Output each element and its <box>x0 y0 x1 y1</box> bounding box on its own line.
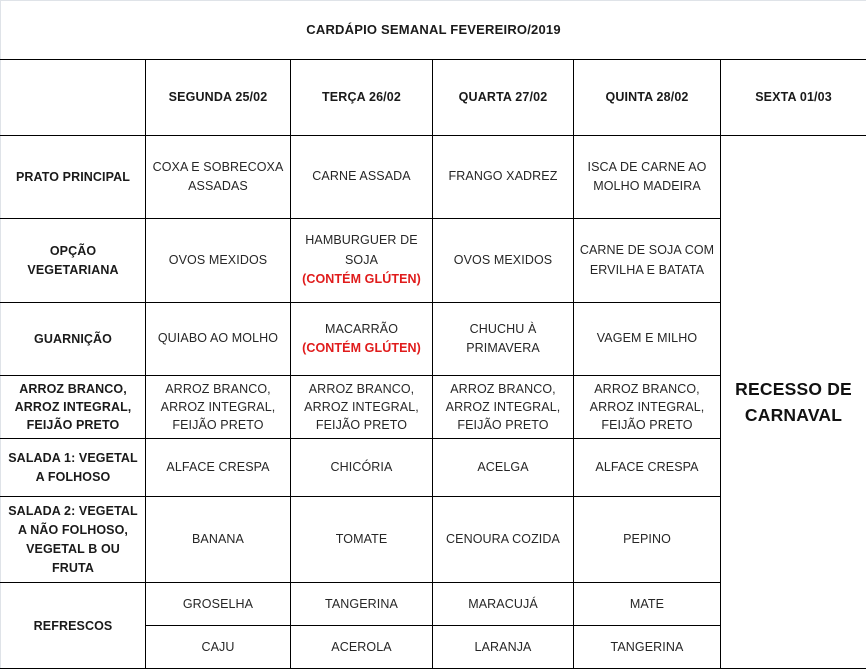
cell-text: HAMBURGUER DE SOJA <box>296 231 427 270</box>
row-label-refrescos: REFRESCOS <box>1 583 146 669</box>
cell-recesso-de-carnaval: RECESSO DE CARNAVAL <box>721 136 866 669</box>
header-row: SEGUNDA 25/02 TERÇA 26/02 QUARTA 27/02 Q… <box>1 60 866 136</box>
cell-prato-principal-quinta: ISCA DE CARNE AO MOLHO MADEIRA <box>574 136 721 219</box>
cell-arroz-feijao-segunda: ARROZ BRANCO, ARROZ INTEGRAL, FEIJÃO PRE… <box>146 376 291 439</box>
cell-salada-2-segunda: BANANA <box>146 497 291 583</box>
column-header-quinta: QUINTA 28/02 <box>574 60 721 136</box>
cell-arroz-feijao-quarta: ARROZ BRANCO, ARROZ INTEGRAL, FEIJÃO PRE… <box>433 376 574 439</box>
cell-prato-principal-quarta: FRANGO XADREZ <box>433 136 574 219</box>
gluten-warning: (CONTÉM GLÚTEN) <box>296 270 427 289</box>
cell-text: MACARRÃO <box>296 320 427 339</box>
menu-sheet: CARDÁPIO SEMANAL FEVEREIRO/2019 SEGUNDA … <box>0 0 866 651</box>
cell-opcao-vegetariana-quinta: CARNE DE SOJA COM ERVILHA E BATATA <box>574 219 721 303</box>
cell-text: CHUCHU À PRIMAVERA <box>438 320 568 359</box>
row-label-salada-1: SALADA 1: VEGETAL A FOLHOSO <box>1 439 146 497</box>
cell-salada-1-quinta: ALFACE CRESPA <box>574 439 721 497</box>
cell-guarnicao-segunda: QUIABO AO MOLHO <box>146 303 291 376</box>
column-header-segunda: SEGUNDA 25/02 <box>146 60 291 136</box>
column-header-sexta: SEXTA 01/03 <box>721 60 866 136</box>
page-title: CARDÁPIO SEMANAL FEVEREIRO/2019 <box>1 1 866 60</box>
column-header-terca: TERÇA 26/02 <box>291 60 433 136</box>
row-label-opcao-vegetariana: OPÇÃO VEGETARIANA <box>1 219 146 303</box>
cell-refresco-2-terca: ACEROLA <box>291 626 433 669</box>
cell-refresco-2-quinta: TANGERINA <box>574 626 721 669</box>
column-header-quarta: QUARTA 27/02 <box>433 60 574 136</box>
cell-salada-1-quarta: ACELGA <box>433 439 574 497</box>
cell-arroz-feijao-quinta: ARROZ BRANCO, ARROZ INTEGRAL, FEIJÃO PRE… <box>574 376 721 439</box>
cell-refresco-2-segunda: CAJU <box>146 626 291 669</box>
cell-salada-1-terca: CHICÓRIA <box>291 439 433 497</box>
row-label-prato-principal: PRATO PRINCIPAL <box>1 136 146 219</box>
row-label-guarnicao: GUARNIÇÃO <box>1 303 146 376</box>
cell-guarnicao-terca: MACARRÃO (CONTÉM GLÚTEN) <box>291 303 433 376</box>
cell-salada-2-quinta: PEPINO <box>574 497 721 583</box>
cell-prato-principal-segunda: COXA E SOBRECOXA ASSADAS <box>146 136 291 219</box>
cell-opcao-vegetariana-quarta: OVOS MEXIDOS <box>433 219 574 303</box>
cell-refresco-1-segunda: GROSELHA <box>146 583 291 626</box>
cell-text: QUIABO AO MOLHO <box>151 329 285 348</box>
cell-prato-principal-terca: CARNE ASSADA <box>291 136 433 219</box>
cell-text: CARNE DE SOJA COM ERVILHA E BATATA <box>579 241 715 280</box>
cell-refresco-1-terca: TANGERINA <box>291 583 433 626</box>
row-label-arroz-feijao: ARROZ BRANCO, ARROZ INTEGRAL, FEIJÃO PRE… <box>1 376 146 439</box>
cell-refresco-1-quarta: MARACUJÁ <box>433 583 574 626</box>
cell-guarnicao-quinta: VAGEM E MILHO <box>574 303 721 376</box>
cell-salada-1-segunda: ALFACE CRESPA <box>146 439 291 497</box>
cell-opcao-vegetariana-terca: HAMBURGUER DE SOJA (CONTÉM GLÚTEN) <box>291 219 433 303</box>
cell-salada-2-quarta: CENOURA COZIDA <box>433 497 574 583</box>
cell-salada-2-terca: TOMATE <box>291 497 433 583</box>
cell-arroz-feijao-terca: ARROZ BRANCO, ARROZ INTEGRAL, FEIJÃO PRE… <box>291 376 433 439</box>
cell-refresco-2-quarta: LARANJA <box>433 626 574 669</box>
title-row: CARDÁPIO SEMANAL FEVEREIRO/2019 <box>1 1 866 60</box>
table-corner-cell <box>1 60 146 136</box>
gluten-warning: (CONTÉM GLÚTEN) <box>296 339 427 358</box>
table-row: PRATO PRINCIPAL COXA E SOBRECOXA ASSADAS… <box>1 136 866 219</box>
row-label-salada-2: SALADA 2: VEGETAL A NÃO FOLHOSO, VEGETAL… <box>1 497 146 583</box>
cell-opcao-vegetariana-segunda: OVOS MEXIDOS <box>146 219 291 303</box>
cell-text: OVOS MEXIDOS <box>151 251 285 270</box>
cell-text: VAGEM E MILHO <box>579 329 715 348</box>
cell-guarnicao-quarta: CHUCHU À PRIMAVERA <box>433 303 574 376</box>
cell-refresco-1-quinta: MATE <box>574 583 721 626</box>
cell-text: OVOS MEXIDOS <box>438 251 568 270</box>
